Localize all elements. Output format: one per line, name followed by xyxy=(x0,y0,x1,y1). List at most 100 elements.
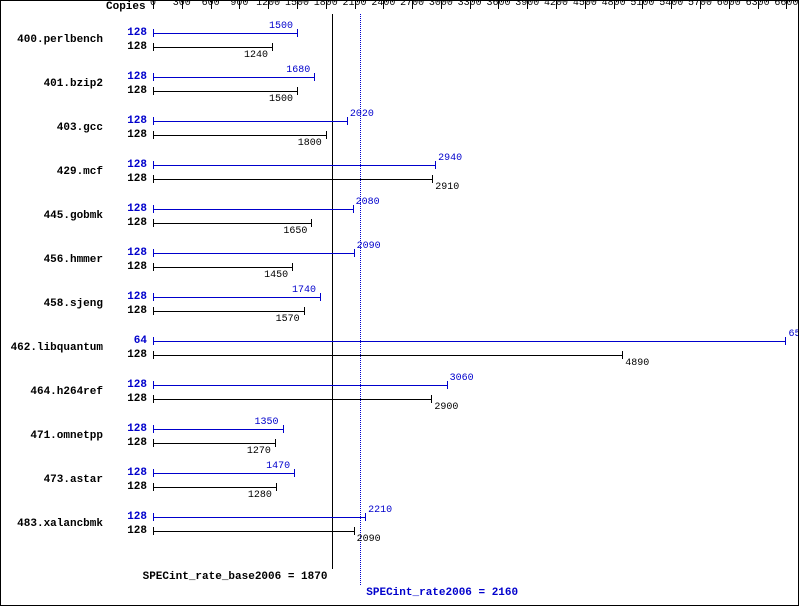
x-tick-label: 0 xyxy=(150,0,156,9)
bar-peak xyxy=(153,385,447,386)
bar-peak-start xyxy=(153,205,154,213)
copies-base: 128 xyxy=(119,437,147,449)
value-base: 1800 xyxy=(298,138,322,149)
ref-label-peak: SPECint_rate2006 = 2160 xyxy=(366,587,518,599)
copies-base: 128 xyxy=(119,393,147,405)
bar-base-end xyxy=(432,175,433,183)
ref-line-peak xyxy=(360,14,361,585)
bar-base-end xyxy=(272,43,273,51)
bar-peak-end xyxy=(320,293,321,301)
value-base: 1270 xyxy=(247,446,271,457)
value-peak: 2080 xyxy=(356,197,380,208)
x-tick-label: 2100 xyxy=(343,0,367,9)
benchmark-label: 458.sjeng xyxy=(3,298,103,310)
bar-peak-start xyxy=(153,117,154,125)
bar-peak-start xyxy=(153,425,154,433)
bar-base-end xyxy=(622,351,623,359)
bar-peak-end xyxy=(435,161,436,169)
benchmark-label: 483.xalancbmk xyxy=(3,518,103,530)
spec-rate-chart: 0300600900120015001800210024002700300033… xyxy=(0,0,799,606)
copies-base: 128 xyxy=(119,349,147,361)
copies-peak: 128 xyxy=(119,467,147,479)
x-tick-label: 2400 xyxy=(371,0,395,9)
bar-peak xyxy=(153,33,297,34)
bar-peak-end xyxy=(785,337,786,345)
copies-base: 128 xyxy=(119,217,147,229)
bar-peak xyxy=(153,77,314,78)
copies-base: 128 xyxy=(119,129,147,141)
bar-base-start xyxy=(153,263,154,271)
value-peak: 2210 xyxy=(368,505,392,516)
value-peak: 6590 xyxy=(788,329,799,340)
copies-peak: 128 xyxy=(119,71,147,83)
value-peak: 2020 xyxy=(350,109,374,120)
bar-peak-end xyxy=(314,73,315,81)
x-tick-label: 5400 xyxy=(659,0,683,9)
copies-peak: 128 xyxy=(119,291,147,303)
copies-peak: 128 xyxy=(119,115,147,127)
benchmark-label: 456.hmmer xyxy=(3,254,103,266)
x-tick-label: 3300 xyxy=(458,0,482,9)
x-tick-label: 2700 xyxy=(400,0,424,9)
value-base: 1280 xyxy=(248,490,272,501)
copies-base: 128 xyxy=(119,305,147,317)
benchmark-label: 445.gobmk xyxy=(3,210,103,222)
bar-base-end xyxy=(276,483,277,491)
x-tick-label: 600 xyxy=(202,0,220,9)
copies-peak: 64 xyxy=(119,335,147,347)
bar-peak-start xyxy=(153,73,154,81)
bar-peak-start xyxy=(153,29,154,37)
bar-base-start xyxy=(153,175,154,183)
bar-base xyxy=(153,223,311,224)
x-tick-label: 6000 xyxy=(717,0,741,9)
bar-base-end xyxy=(354,527,355,535)
value-peak: 2940 xyxy=(438,153,462,164)
value-peak: 1740 xyxy=(292,285,316,296)
x-tick-label: 4200 xyxy=(544,0,568,9)
ref-label-base: SPECint_rate_base2006 = 1870 xyxy=(143,571,328,583)
bar-peak-start xyxy=(153,161,154,169)
bar-base-end xyxy=(304,307,305,315)
bar-base-end xyxy=(326,131,327,139)
copies-peak: 128 xyxy=(119,379,147,391)
bar-base xyxy=(153,91,297,92)
bar-peak xyxy=(153,473,294,474)
bar-base-start xyxy=(153,307,154,315)
bar-peak xyxy=(153,209,353,210)
value-base: 1500 xyxy=(269,94,293,105)
bar-base-start xyxy=(153,351,154,359)
copies-peak: 128 xyxy=(119,27,147,39)
value-base: 2900 xyxy=(434,402,458,413)
bar-peak-end xyxy=(297,29,298,37)
bar-base-start xyxy=(153,219,154,227)
value-peak: 1680 xyxy=(286,65,310,76)
bar-peak-end xyxy=(353,205,354,213)
copies-peak: 128 xyxy=(119,159,147,171)
bar-peak xyxy=(153,341,785,342)
bar-peak xyxy=(153,165,435,166)
value-peak: 2090 xyxy=(357,241,381,252)
bar-peak-end xyxy=(283,425,284,433)
copies-base: 128 xyxy=(119,85,147,97)
copies-base: 128 xyxy=(119,481,147,493)
value-base: 4890 xyxy=(625,358,649,369)
value-base: 1240 xyxy=(244,50,268,61)
ref-line-base xyxy=(332,14,333,569)
value-peak: 1350 xyxy=(255,417,279,428)
bar-peak-end xyxy=(347,117,348,125)
x-tick-label: 1500 xyxy=(285,0,309,9)
bar-peak-start xyxy=(153,469,154,477)
bar-base xyxy=(153,267,292,268)
x-tick-label: 3600 xyxy=(486,0,510,9)
x-tick-label: 3000 xyxy=(429,0,453,9)
bar-peak xyxy=(153,429,283,430)
bar-peak xyxy=(153,517,365,518)
copies-base: 128 xyxy=(119,41,147,53)
bar-peak-end xyxy=(447,381,448,389)
bar-peak-start xyxy=(153,513,154,521)
bar-base xyxy=(153,399,431,400)
x-tick-label: 6600 xyxy=(774,0,798,9)
copies-base: 128 xyxy=(119,173,147,185)
bar-base xyxy=(153,487,276,488)
x-tick-label: 4500 xyxy=(573,0,597,9)
